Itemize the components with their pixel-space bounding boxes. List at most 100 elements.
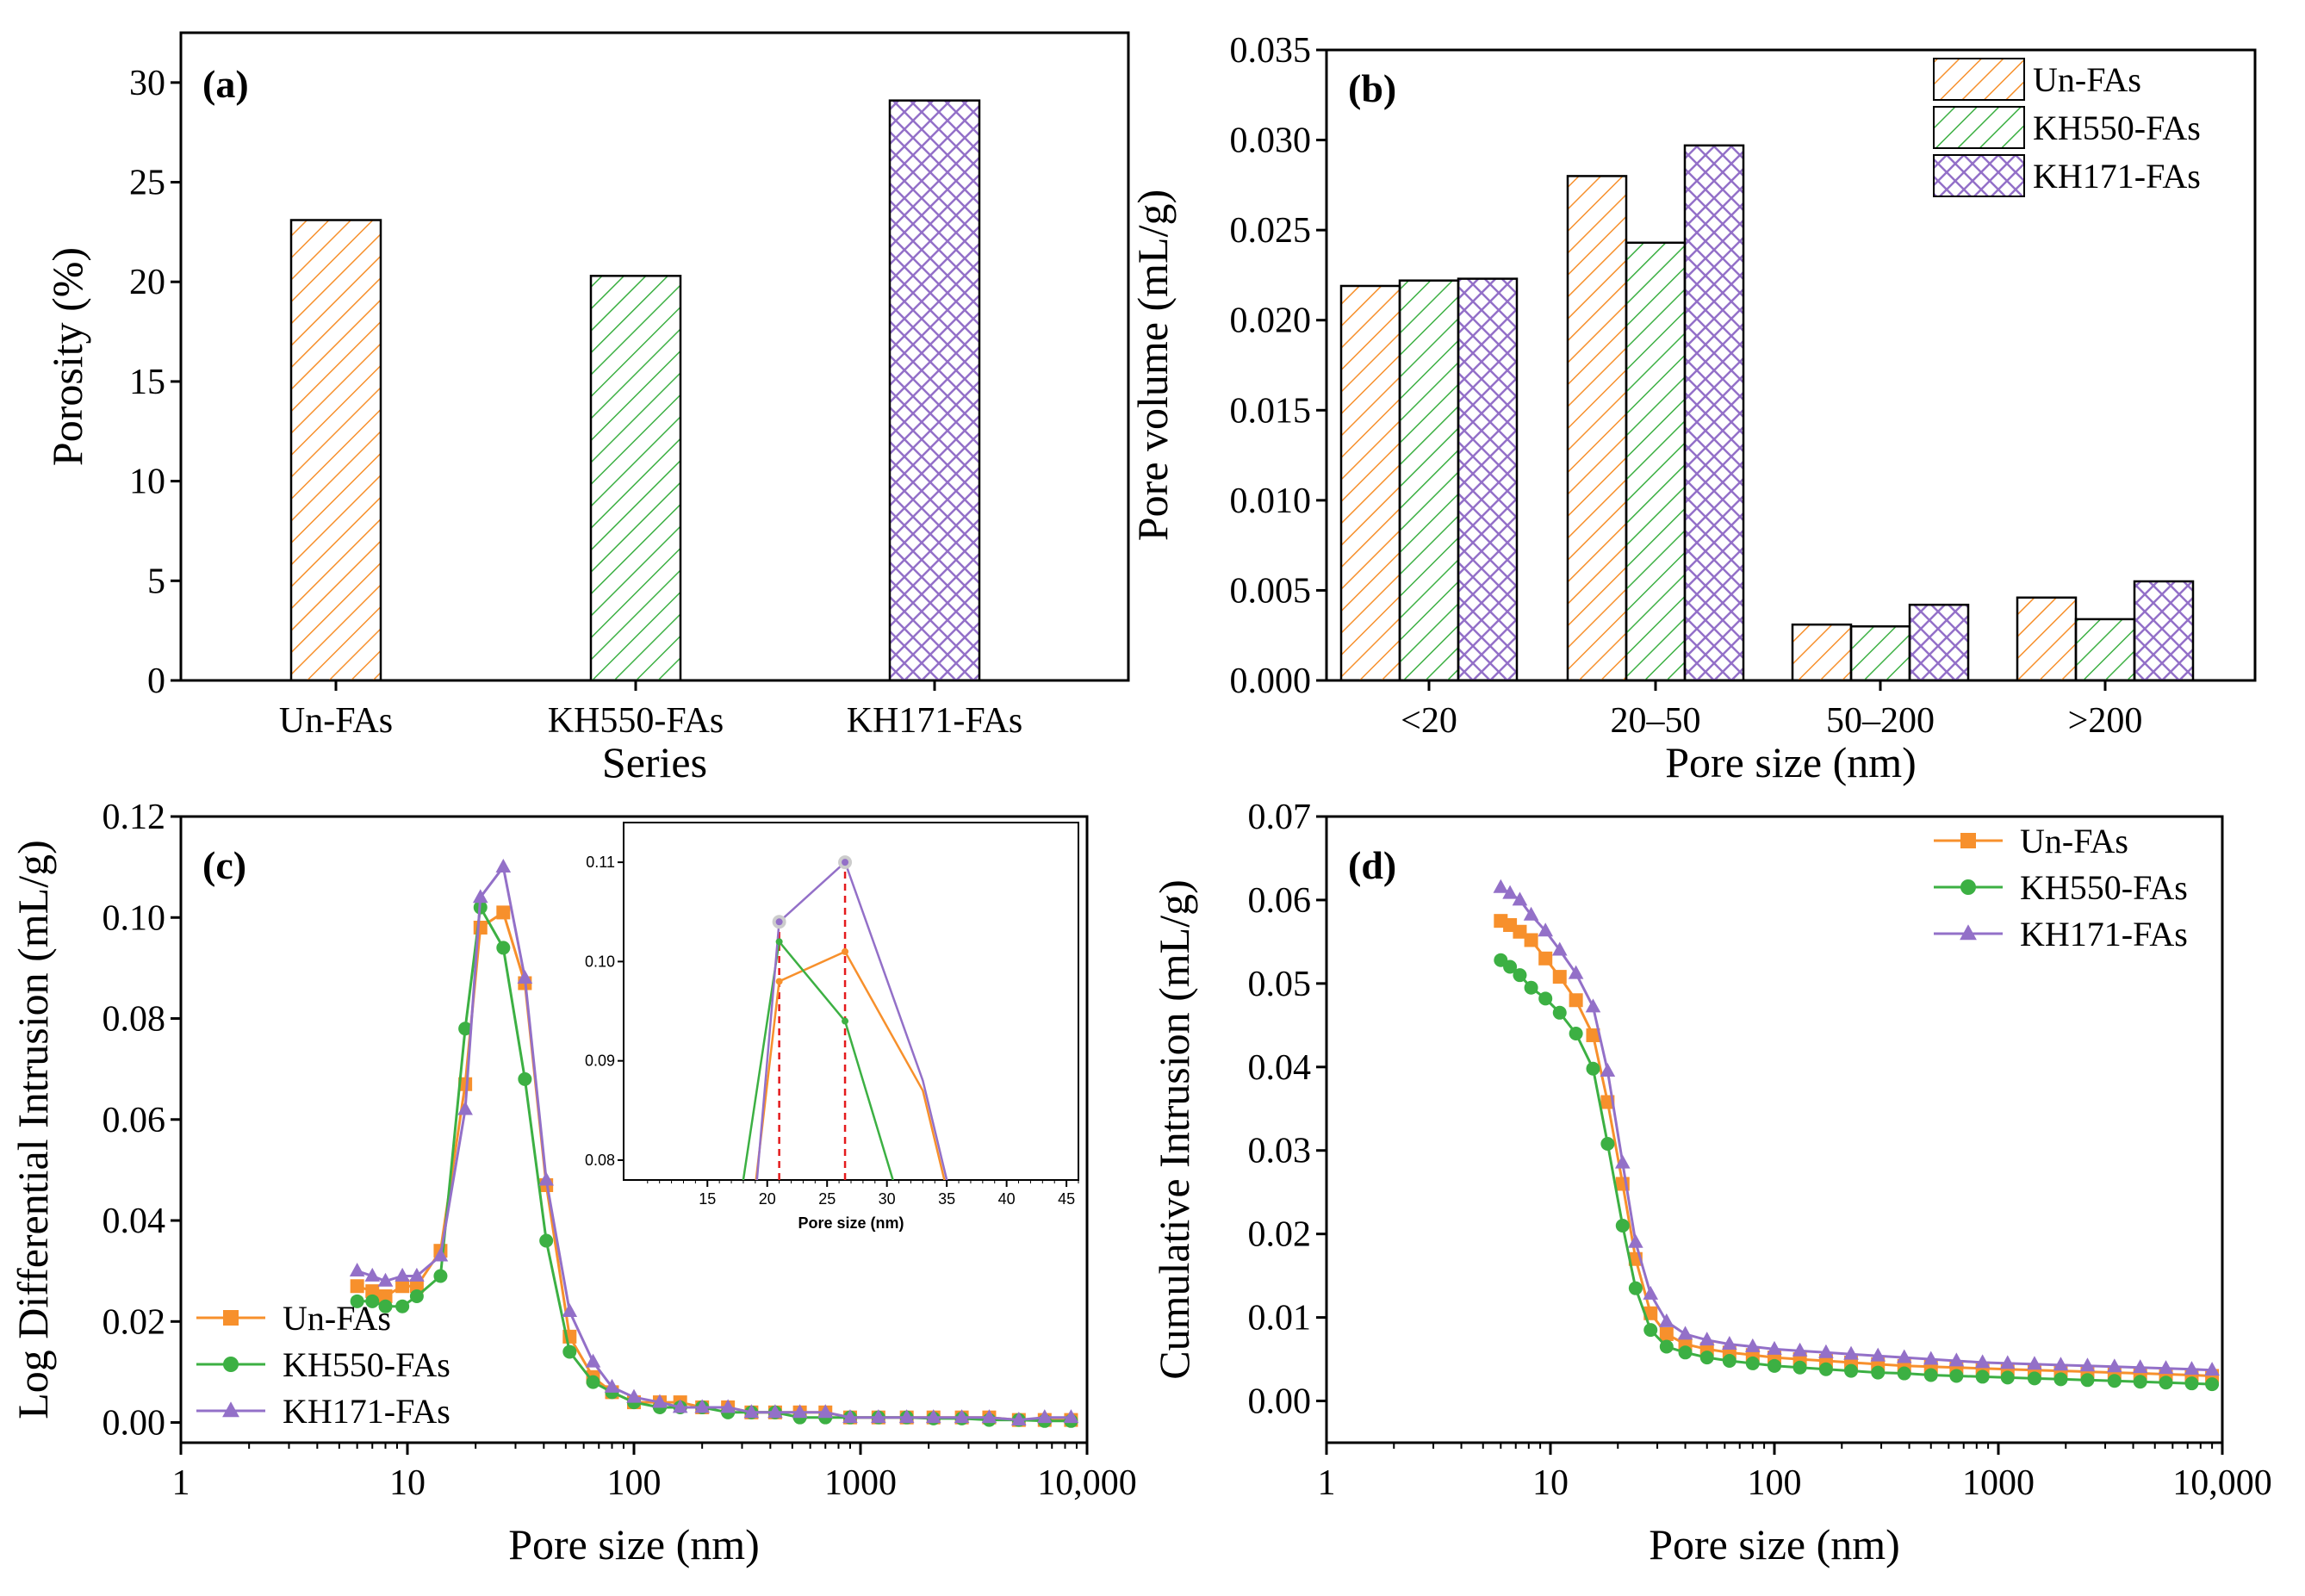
x-tick-label: 10,000 xyxy=(1037,1463,1137,1503)
data-point xyxy=(1745,1338,1761,1352)
inset-x-tick-label: 35 xyxy=(938,1190,955,1208)
data-point xyxy=(2205,1377,2220,1392)
data-point xyxy=(2107,1358,2122,1373)
data-point xyxy=(458,1022,473,1036)
data-point xyxy=(1503,959,1518,974)
data-point xyxy=(1843,1345,1859,1360)
data-point xyxy=(1011,1412,1027,1426)
data-point xyxy=(1036,1409,1053,1424)
data-point xyxy=(2133,1375,2147,1389)
panel-label: (d) xyxy=(1348,843,1396,887)
bar-kh171-fas xyxy=(1683,144,1745,682)
x-tick-label: Un-FAs xyxy=(279,701,393,741)
data-point xyxy=(364,1267,381,1282)
bar-kh171-fas xyxy=(888,99,981,682)
data-point xyxy=(1524,933,1538,947)
data-point xyxy=(378,1289,393,1303)
data-point xyxy=(349,1263,365,1277)
data-point xyxy=(365,1294,380,1308)
x-axis-label: Series xyxy=(602,738,707,786)
data-point xyxy=(1768,1358,1781,1373)
data-point xyxy=(1896,1349,1912,1363)
y-tick-label: 0.04 xyxy=(103,1202,166,1241)
data-point xyxy=(767,1404,783,1419)
bar-kh171-fas xyxy=(1457,277,1519,682)
x-tick-label: 1000 xyxy=(1962,1463,2035,1503)
panel-label: (a) xyxy=(202,62,249,106)
data-point xyxy=(1643,1323,1658,1338)
data-point xyxy=(2184,1361,2200,1376)
data-point xyxy=(2080,1373,2095,1388)
data-point xyxy=(1063,1409,1079,1424)
x-axis-label: Pore size (nm) xyxy=(508,1520,760,1568)
y-tick-label: 0 xyxy=(147,661,165,701)
y-tick-label: 0.000 xyxy=(1230,661,1312,701)
inset-x-tick-label: 20 xyxy=(759,1190,776,1208)
data-point xyxy=(2027,1356,2042,1370)
x-axis-label: Pore size (nm) xyxy=(1665,738,1917,786)
panel-b-pore-volume-bar-chart: 0.000 0.005 0.010 0.015 0.020 0.025 0.030 0.035… xyxy=(1128,31,2257,786)
data-point xyxy=(1999,1355,2016,1369)
legend-label: KH550-FAs xyxy=(283,1345,450,1384)
x-tick-label: 10 xyxy=(1532,1463,1569,1503)
legend-label: KH171-FAs xyxy=(2020,915,2188,953)
data-point xyxy=(842,1409,858,1424)
data-point xyxy=(517,970,533,984)
y-tick-label: 0.12 xyxy=(103,798,166,837)
data-point xyxy=(1512,891,1528,906)
x-tick-label: >200 xyxy=(2068,701,2143,741)
y-tick-label: 0.02 xyxy=(1248,1215,1312,1255)
data-point xyxy=(1600,1136,1615,1151)
data-point xyxy=(378,1299,393,1313)
data-point xyxy=(1524,980,1538,995)
x-tick-label: 1000 xyxy=(824,1463,897,1503)
series-line-kh171-fas xyxy=(1500,886,2213,1372)
y-tick-label: 0.025 xyxy=(1230,211,1312,251)
y-axis-label: Log Differential Intrusion (mL/g) xyxy=(9,840,57,1419)
data-point xyxy=(395,1267,410,1282)
bar-kh550-fas xyxy=(1398,279,1460,682)
y-tick-label: 0.06 xyxy=(103,1101,166,1140)
y-tick-label: 0.020 xyxy=(1230,301,1312,341)
inset-data-point xyxy=(842,947,849,955)
data-point xyxy=(2107,1374,2122,1388)
bar-un-fas xyxy=(1339,284,1401,682)
y-tick-label: 25 xyxy=(129,164,165,203)
legend-label: Un-FAs xyxy=(2033,60,2141,99)
y-tick-label: 0.035 xyxy=(1230,31,1312,71)
inset-y-tick-label: 0.11 xyxy=(586,854,615,871)
panel-c-log-differential-intrusion-chart: 0.00 0.02 0.04 0.06 0.08 0.10 0.12 1 10 100 1000 10… xyxy=(9,798,1137,1568)
y-tick-label: 0.005 xyxy=(1230,571,1312,611)
legend-label: KH171-FAs xyxy=(2033,157,2201,196)
y-tick-label: 0.00 xyxy=(1248,1382,1312,1422)
data-point xyxy=(1586,1061,1600,1076)
bar-kh550-fas xyxy=(589,275,682,682)
legend-label: KH550-FAs xyxy=(2020,868,2188,907)
data-point xyxy=(458,1077,473,1091)
inset-x-tick-label: 40 xyxy=(998,1190,1016,1208)
data-point xyxy=(1502,885,1518,899)
data-point xyxy=(1568,965,1584,979)
data-point xyxy=(1615,1218,1630,1233)
data-point xyxy=(472,889,488,904)
legend-marker xyxy=(222,1401,239,1418)
data-point xyxy=(350,1279,364,1294)
data-point xyxy=(1552,970,1567,984)
inset-y-tick-label: 0.08 xyxy=(585,1152,615,1169)
data-point xyxy=(1948,1352,1965,1367)
legend-swatch xyxy=(1933,58,2025,101)
data-point xyxy=(1628,1281,1643,1295)
legend-marker xyxy=(223,1310,239,1326)
data-point xyxy=(2053,1372,2068,1387)
data-point xyxy=(871,1409,886,1424)
data-point xyxy=(1923,1351,1939,1365)
inset-x-tick-label: 45 xyxy=(1058,1190,1075,1208)
panel-d-cumulative-intrusion-chart: 0.00 0.01 0.02 0.03 0.04 0.05 0.06 0.07 1 10 100 10… xyxy=(1150,798,2272,1568)
bar-un-fas xyxy=(289,219,382,682)
data-point xyxy=(350,1294,364,1308)
data-point xyxy=(395,1279,410,1294)
y-tick-label: 0.00 xyxy=(103,1404,166,1444)
data-point xyxy=(1678,1345,1693,1360)
data-point xyxy=(792,1404,808,1419)
data-point xyxy=(2204,1362,2220,1376)
